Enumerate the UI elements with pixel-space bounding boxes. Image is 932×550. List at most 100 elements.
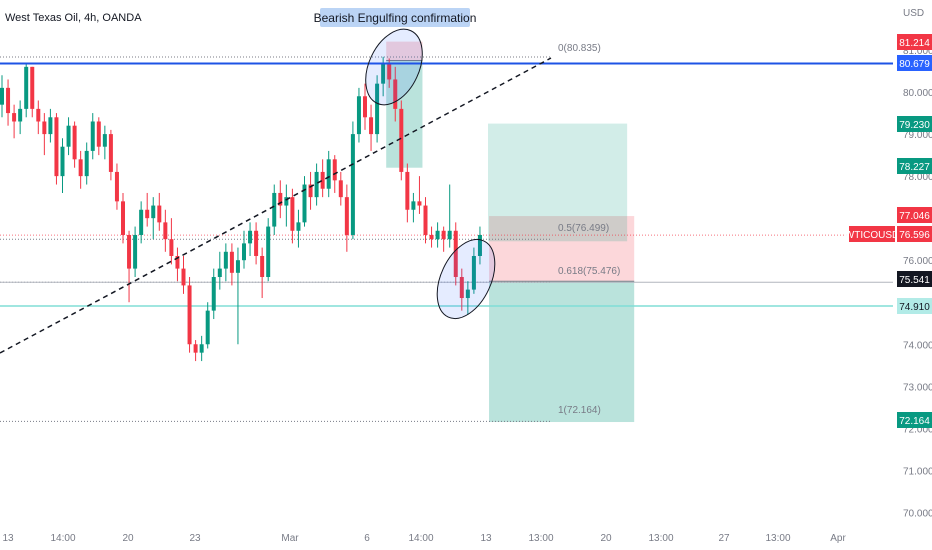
- candle-body: [284, 197, 289, 206]
- candle-body: [211, 277, 216, 311]
- candle-body: [114, 171, 119, 202]
- candle-body: [199, 344, 204, 353]
- candle-body: [151, 205, 156, 219]
- x-tick-label: 20: [600, 533, 612, 544]
- candle-body: [96, 121, 101, 147]
- candle-body: [24, 66, 29, 109]
- svg-text:75.541: 75.541: [899, 275, 930, 286]
- candle-body: [139, 209, 144, 235]
- svg-text:76.596: 76.596: [899, 230, 930, 241]
- short-target-zone-1[interactable]: [489, 281, 635, 423]
- candle-body: [314, 171, 319, 198]
- price-badges: 81.214 80.679 79.230 78.227 77.046 WTICO…: [845, 34, 932, 428]
- candle-body: [429, 234, 434, 240]
- candle-body: [163, 222, 168, 240]
- candle-body: [387, 62, 392, 80]
- candle-body: [127, 234, 132, 269]
- y-tick-label: 72.000: [903, 424, 932, 435]
- y-tick-label: 73.000: [903, 382, 932, 393]
- candle-body: [296, 222, 301, 231]
- candle-body: [320, 171, 325, 189]
- annotation-text: Bearish Engulfing confirmation: [314, 11, 477, 25]
- x-tick-label: 13:00: [528, 533, 553, 544]
- candle-body: [30, 66, 35, 109]
- candle-body: [193, 344, 198, 353]
- candle-body: [12, 113, 17, 122]
- x-tick-label: 23: [189, 533, 201, 544]
- candle-body: [272, 192, 277, 227]
- candle-body: [266, 226, 271, 278]
- y-tick-label: 80.000: [903, 88, 932, 99]
- y-tick-label: 74.000: [903, 340, 932, 351]
- candle-body: [423, 205, 428, 235]
- candle-body: [102, 134, 107, 147]
- price-badge-77046: 77.046: [897, 207, 932, 223]
- x-tick-label: Apr: [830, 533, 846, 544]
- candle-body: [254, 230, 259, 256]
- engulfing-ellipse[interactable]: [354, 20, 433, 114]
- candle-body: [205, 310, 210, 345]
- candle-body: [0, 87, 4, 105]
- currency-label: USD: [903, 8, 924, 19]
- candle-body: [175, 255, 180, 269]
- long-target-zone[interactable]: [488, 123, 628, 242]
- candle-body: [248, 230, 253, 244]
- fib-level-0618-label: 0.618(75.476): [558, 266, 620, 277]
- candle-body: [54, 117, 59, 177]
- svg-text:77.046: 77.046: [899, 211, 930, 222]
- candle-body: [36, 108, 41, 122]
- x-tick-label: 13: [480, 533, 492, 544]
- candle-body: [235, 260, 240, 273]
- short-stop-zone-1[interactable]: [489, 216, 635, 282]
- time-axis[interactable]: 13 14:00 20 23 Mar 6 14:00 13 13:00 20 13:00 27 13:0…: [2, 533, 846, 544]
- candle-body: [242, 243, 246, 261]
- candle-body: [108, 134, 113, 172]
- symbol-title[interactable]: West Texas Oil, 4h, OANDA: [5, 12, 142, 24]
- candle-body: [405, 171, 410, 210]
- x-tick-label: Mar: [281, 533, 299, 544]
- candle-body: [42, 121, 47, 135]
- fib-level-1-label: 1(72.164): [558, 405, 601, 416]
- candle-body: [356, 96, 361, 135]
- support-ellipse[interactable]: [426, 230, 507, 327]
- x-tick-label: 20: [122, 533, 134, 544]
- svg-text:72.164: 72.164: [899, 416, 930, 427]
- svg-text:74.910: 74.910: [899, 302, 930, 313]
- fib-level-05-label: 0.5(76.499): [558, 223, 609, 234]
- candle-body: [217, 268, 222, 278]
- y-tick-label: 76.000: [903, 256, 932, 267]
- candle-series: [0, 56, 482, 362]
- short-stop-zone-0[interactable]: [386, 41, 423, 61]
- drawing-overlays[interactable]: [0, 20, 893, 354]
- svg-text:WTICOUSD: WTICOUSD: [845, 230, 899, 241]
- y-tick-label: 79.000: [903, 130, 932, 141]
- x-tick-label: 6: [364, 533, 370, 544]
- x-tick-label: 27: [718, 533, 730, 544]
- candle-body: [181, 268, 186, 286]
- candle-body: [229, 251, 234, 273]
- candle-body: [441, 230, 446, 240]
- candle-body: [145, 209, 150, 219]
- svg-text:81.214: 81.214: [899, 38, 930, 49]
- candle-body: [363, 96, 367, 118]
- x-tick-label: 14:00: [408, 533, 433, 544]
- candle-body: [278, 192, 283, 206]
- fib-level-0-label: 0(80.835): [558, 43, 601, 54]
- y-tick-label: 81.000: [903, 46, 932, 57]
- price-badge-75541: 75.541: [897, 271, 932, 287]
- candle-body: [435, 230, 440, 240]
- candle-body: [369, 117, 374, 135]
- candle-body: [78, 159, 83, 177]
- candle-body: [332, 159, 337, 181]
- candle-body: [133, 234, 138, 269]
- price-badge-72164: 72.164: [897, 412, 932, 428]
- x-tick-label: 13:00: [765, 533, 790, 544]
- candle-body: [471, 255, 476, 290]
- fib-levels: [0, 56, 893, 422]
- annotation-label[interactable]: Bearish Engulfing confirmation: [314, 8, 477, 27]
- y-tick-label: 70.000: [903, 508, 932, 519]
- candle-body: [338, 180, 343, 198]
- candle-body: [66, 125, 71, 147]
